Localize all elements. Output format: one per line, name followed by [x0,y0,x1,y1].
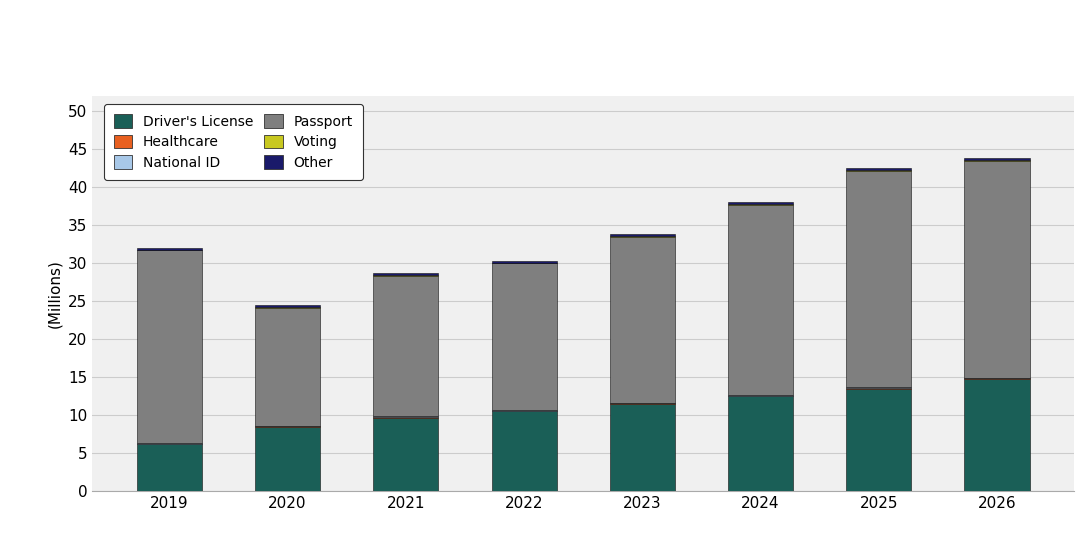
Bar [492,263,557,411]
Bar [255,305,320,307]
Bar [255,307,320,425]
Bar [846,168,911,170]
Bar [728,395,793,396]
Legend: Driver's License, Healthcare, National ID, Passport, Voting, Other: Driver's License, Healthcare, National I… [104,104,362,180]
Bar [137,443,202,444]
Bar [492,412,557,491]
Bar [373,418,438,491]
Bar [728,202,793,204]
Bar [255,425,320,426]
Text: Smart Credential Shipments by Application: Smart Credential Shipments by Applicatio… [13,19,471,38]
Bar [965,379,1030,491]
Bar [137,444,202,491]
Bar [373,273,438,275]
Text: (Source: ABI Research): (Source: ABI Research) [912,37,1072,51]
Bar [610,237,675,403]
Bar [728,396,793,491]
Bar [137,248,202,250]
Bar [255,426,320,491]
Bar [965,161,1030,378]
Bar [373,276,438,417]
Bar [492,261,557,263]
Bar [728,205,793,395]
Bar [137,251,202,443]
Bar [846,389,911,491]
Y-axis label: (Millions): (Millions) [48,259,63,328]
Text: North America: 2019 to 2026: North America: 2019 to 2026 [13,59,319,78]
Bar [610,234,675,236]
Bar [610,404,675,491]
Bar [965,158,1030,161]
Bar [846,170,911,388]
